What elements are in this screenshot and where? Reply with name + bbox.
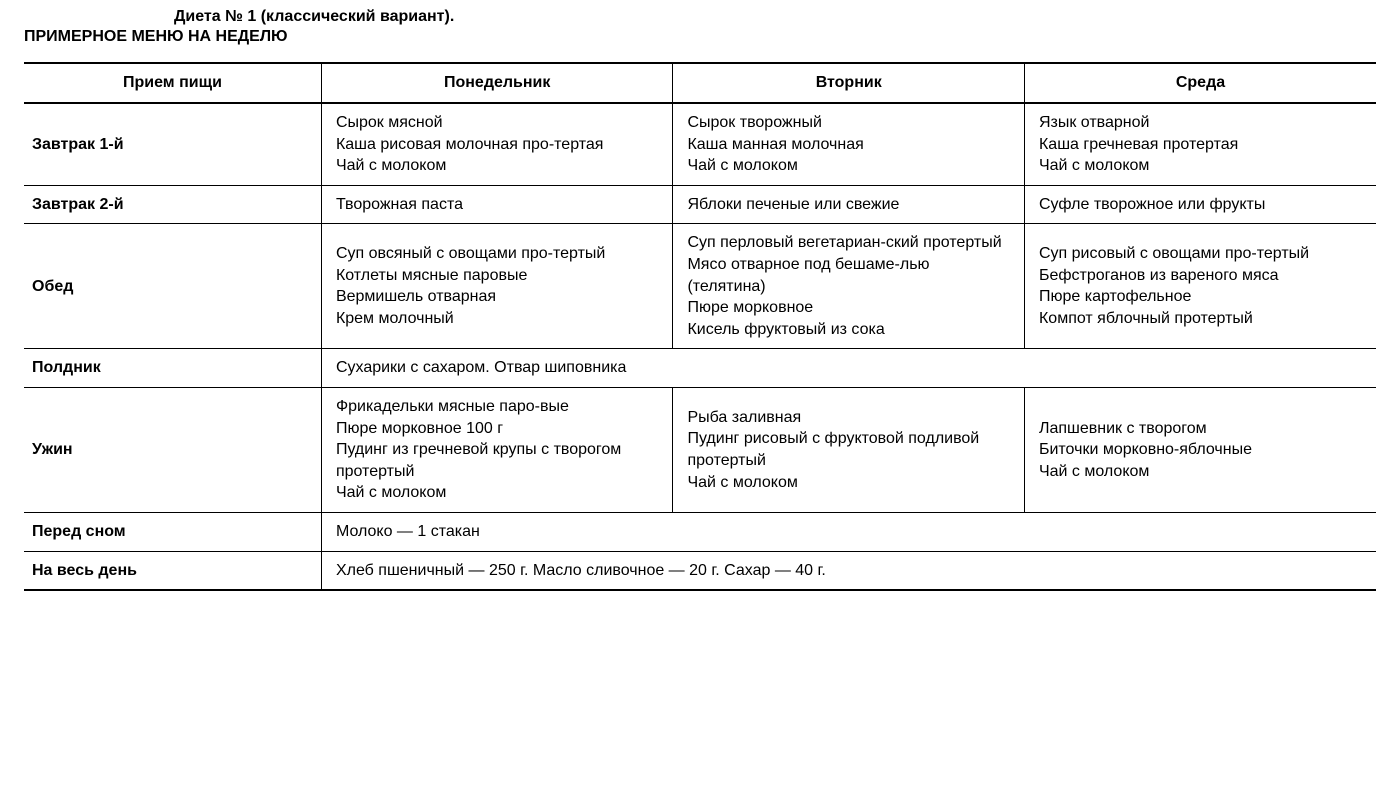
meal-item: Биточки морковно-яблочные bbox=[1039, 439, 1362, 461]
meal-item: Чай с молоком bbox=[687, 472, 1010, 494]
meal-item: Пудинг рисовый с фруктовой подливой прот… bbox=[687, 428, 1010, 471]
meal-cell: Язык отварнойКаша гречневая протертаяЧай… bbox=[1024, 103, 1376, 185]
meal-item: Язык отварной bbox=[1039, 112, 1362, 134]
meal-item: Рыба заливная bbox=[687, 407, 1010, 429]
meal-item: Каша манная молочная bbox=[687, 134, 1010, 156]
col-tuesday: Вторник bbox=[673, 63, 1025, 103]
meal-cell: Творожная паста bbox=[321, 185, 673, 224]
meal-item: Крем молочный bbox=[336, 308, 659, 330]
meal-item: Пюре морковное 100 г bbox=[336, 418, 659, 440]
meal-item: Яблоки печеные или свежие bbox=[687, 194, 1010, 216]
meal-name: На весь день bbox=[24, 551, 321, 590]
meal-item: Чай с молоком bbox=[687, 155, 1010, 177]
meal-item: Чай с молоком bbox=[336, 482, 659, 504]
meal-item: Пудинг из гречневой крупы с творогом про… bbox=[336, 439, 659, 482]
col-wednesday: Среда bbox=[1024, 63, 1376, 103]
meal-cell: Рыба заливнаяПудинг рисовый с фруктовой … bbox=[673, 387, 1025, 512]
table-row: УжинФрикадельки мясные паро-выеПюре морк… bbox=[24, 387, 1376, 512]
table-row: ОбедСуп овсяный с овощами про-тертыйКотл… bbox=[24, 224, 1376, 349]
meal-item: Чай с молоком bbox=[1039, 155, 1362, 177]
meal-cell: Суп перловый вегетариан-ский протертыйМя… bbox=[673, 224, 1025, 349]
meal-item: Каша гречневая протертая bbox=[1039, 134, 1362, 156]
meal-item: Лапшевник с творогом bbox=[1039, 418, 1362, 440]
meal-item: Кисель фруктовый из сока bbox=[687, 319, 1010, 341]
meal-cell: Фрикадельки мясные паро-выеПюре морковно… bbox=[321, 387, 673, 512]
meal-name: Завтрак 2-й bbox=[24, 185, 321, 224]
meal-cell: Яблоки печеные или свежие bbox=[673, 185, 1025, 224]
meal-name: Ужин bbox=[24, 387, 321, 512]
menu-table: Прием пищи Понедельник Вторник Среда Зав… bbox=[24, 62, 1376, 591]
meal-cell: Сырок творожныйКаша манная молочнаяЧай с… bbox=[673, 103, 1025, 185]
meal-cell: Сырок мяснойКаша рисовая молочная про-те… bbox=[321, 103, 673, 185]
meal-item: Каша рисовая молочная про-тертая bbox=[336, 134, 659, 156]
meal-item: Суфле творожное или фрукты bbox=[1039, 194, 1362, 216]
meal-cell: Суп рисовый с овощами про-тертыйБефстрог… bbox=[1024, 224, 1376, 349]
meal-item: Сырок мясной bbox=[336, 112, 659, 134]
table-header-row: Прием пищи Понедельник Вторник Среда bbox=[24, 63, 1376, 103]
menu-subtitle: ПРИМЕРНОЕ МЕНЮ НА НЕДЕЛЮ bbox=[24, 28, 1376, 46]
col-monday: Понедельник bbox=[321, 63, 673, 103]
col-meal: Прием пищи bbox=[24, 63, 321, 103]
meal-item: Суп рисовый с овощами про-тертый bbox=[1039, 243, 1362, 265]
meal-item: Пюре картофельное bbox=[1039, 286, 1362, 308]
meal-item: Чай с молоком bbox=[1039, 461, 1362, 483]
meal-item: Бефстроганов из вареного мяса bbox=[1039, 265, 1362, 287]
meal-item: Чай с молоком bbox=[336, 155, 659, 177]
table-row: ПолдникСухарики с сахаром. Отвар шиповни… bbox=[24, 349, 1376, 388]
meal-cell: Лапшевник с творогомБиточки морковно-ябл… bbox=[1024, 387, 1376, 512]
table-row: На весь деньХлеб пшеничный — 250 г. Масл… bbox=[24, 551, 1376, 590]
meal-item: Сырок творожный bbox=[687, 112, 1010, 134]
meal-item: Творожная паста bbox=[336, 194, 659, 216]
meal-cell: Суп овсяный с овощами про-тертыйКотлеты … bbox=[321, 224, 673, 349]
meal-item: Вермишель отварная bbox=[336, 286, 659, 308]
meal-cell-span: Молоко — 1 стакан bbox=[321, 512, 1376, 551]
meal-item: Суп овсяный с овощами про-тертый bbox=[336, 243, 659, 265]
meal-item: Суп перловый вегетариан-ский протертый bbox=[687, 232, 1010, 254]
meal-name: Завтрак 1-й bbox=[24, 103, 321, 185]
diet-title: Диета № 1 (классический вариант). bbox=[24, 8, 1376, 26]
meal-item: Котлеты мясные паровые bbox=[336, 265, 659, 287]
meal-item: Мясо отварное под бешаме-лью (телятина) bbox=[687, 254, 1010, 297]
meal-cell-span: Хлеб пшеничный — 250 г. Масло сливочное … bbox=[321, 551, 1376, 590]
meal-name: Полдник bbox=[24, 349, 321, 388]
meal-item: Компот яблочный протертый bbox=[1039, 308, 1362, 330]
meal-item: Фрикадельки мясные паро-вые bbox=[336, 396, 659, 418]
meal-cell: Суфле творожное или фрукты bbox=[1024, 185, 1376, 224]
table-row: Завтрак 1-йСырок мяснойКаша рисовая моло… bbox=[24, 103, 1376, 185]
table-row: Завтрак 2-й Творожная паста Яблоки печеные… bbox=[24, 185, 1376, 224]
meal-item: Пюре морковное bbox=[687, 297, 1010, 319]
meal-name: Обед bbox=[24, 224, 321, 349]
table-row: Перед сномМолоко — 1 стакан bbox=[24, 512, 1376, 551]
meal-name: Перед сном bbox=[24, 512, 321, 551]
meal-cell-span: Сухарики с сахаром. Отвар шиповника bbox=[321, 349, 1376, 388]
